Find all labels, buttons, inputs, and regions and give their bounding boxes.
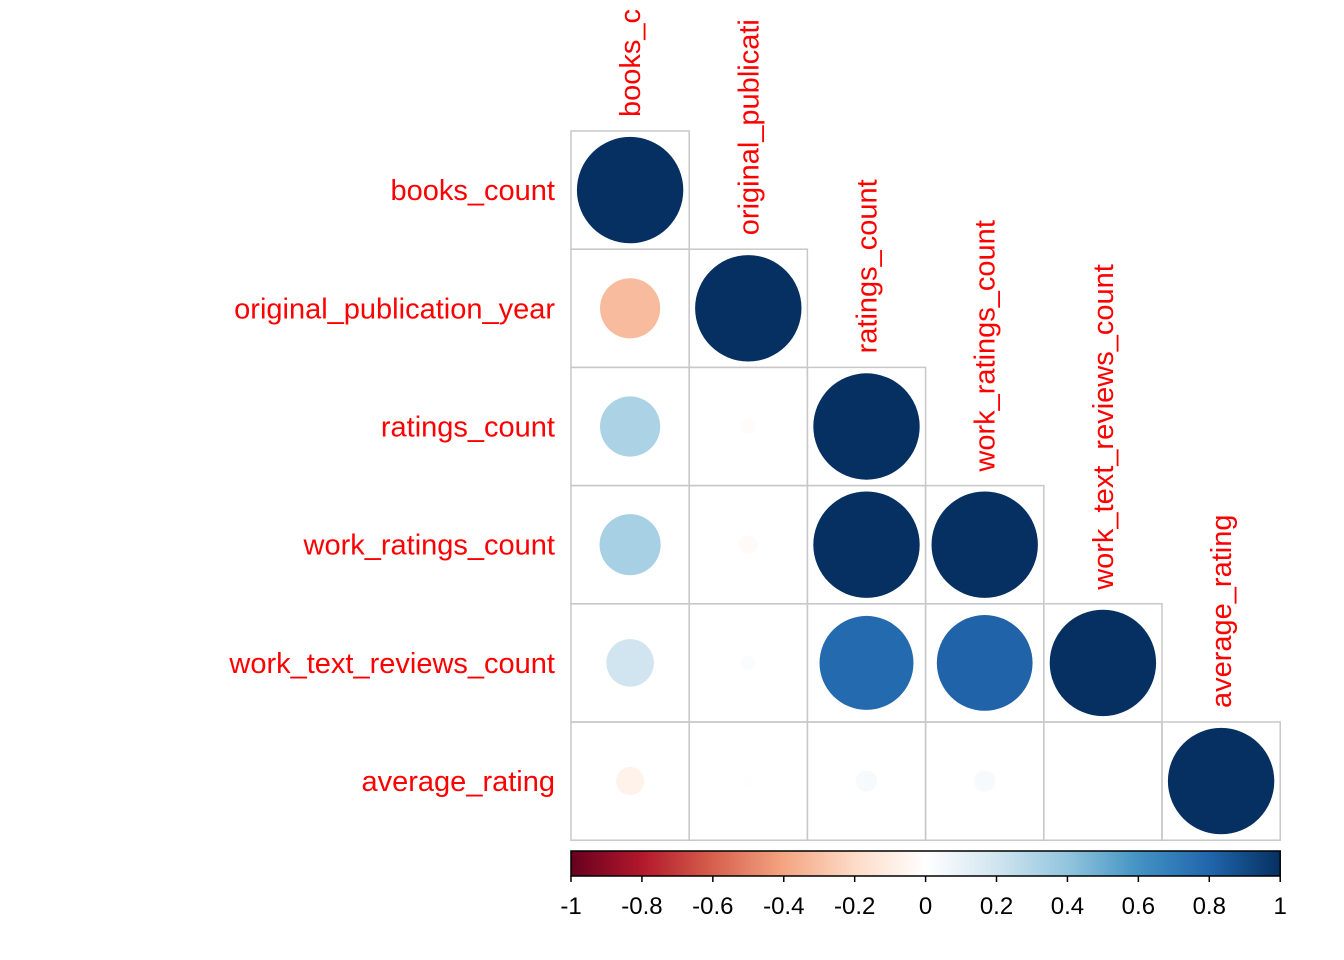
column-label: work_text_reviews_count: [1088, 264, 1120, 591]
colorbar: [570, 850, 1281, 877]
column-labels: books_c original_publicati ratings_count wo…: [615, 9, 1238, 708]
row-label: work_text_reviews_count: [228, 648, 555, 680]
cell-border: [1161, 721, 1281, 841]
corr-circle: [1167, 727, 1275, 835]
corr-circle: [931, 491, 1038, 598]
corr-circle: [600, 396, 661, 457]
corr-circle: [742, 775, 754, 787]
column-label: books_c: [615, 9, 647, 117]
colorbar-tick-label: 1: [1274, 893, 1287, 920]
column-label: ratings_count: [852, 179, 884, 353]
colorbar-tick-label: -0.6: [692, 893, 733, 920]
column-label: original_publicati: [733, 19, 765, 235]
row-label: ratings_count: [381, 412, 555, 444]
row-label: books_count: [391, 175, 555, 207]
corr-circle: [813, 491, 920, 598]
colorbar-tick-label: -0.8: [621, 893, 662, 920]
corr-circle: [695, 255, 802, 362]
row-label: average_rating: [362, 766, 555, 798]
color-legend: -1 -0.8 -0.6 -0.4 -0.2 0 0.2 0.4 0.6 0.8 1: [560, 850, 1287, 920]
row-label: work_ratings_count: [303, 530, 555, 562]
colorbar-ticks: -1 -0.8 -0.6 -0.4 -0.2 0 0.2 0.4 0.6 0.8 1: [560, 876, 1287, 920]
corr-circle: [600, 278, 661, 339]
corr-circle: [819, 615, 914, 710]
column-label: work_ratings_count: [970, 220, 1002, 472]
corr-circle: [606, 639, 654, 687]
circles-layer: [576, 136, 1275, 835]
corr-circle: [616, 767, 645, 796]
colorbar-tick-label: 0.2: [980, 893, 1013, 920]
colorbar-tick-label: 0: [919, 893, 932, 920]
colorbar-tick-label: -0.4: [763, 893, 804, 920]
corr-circle: [739, 535, 758, 554]
colorbar-tick-label: -1: [560, 893, 581, 920]
colorbar-tick-label: -0.2: [834, 893, 875, 920]
corr-circle: [855, 770, 878, 792]
corr-circle: [576, 136, 684, 244]
corr-circle: [599, 514, 661, 576]
corr-circle: [740, 655, 756, 671]
corr-circle: [974, 770, 996, 792]
corr-circle: [740, 418, 756, 435]
colorbar-tick-label: 0.4: [1051, 893, 1084, 920]
colorbar-tick-label: 0.8: [1193, 893, 1226, 920]
corr-circle: [813, 373, 920, 480]
row-labels: books_count original_publication_yearrati…: [228, 175, 555, 798]
cell-border: [1043, 721, 1163, 841]
row-label: original_publication_year: [234, 293, 555, 325]
corr-circle: [1049, 609, 1157, 717]
corr-circle: [936, 615, 1033, 711]
colorbar-tick-label: 0.6: [1122, 893, 1155, 920]
cells-layer: [570, 130, 1281, 841]
column-label: average_rating: [1206, 515, 1238, 708]
